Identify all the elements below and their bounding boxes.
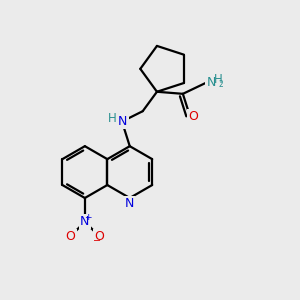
Text: N: N — [206, 76, 216, 89]
Text: +: + — [84, 213, 92, 222]
Text: 2: 2 — [219, 80, 224, 89]
Text: N: N — [80, 215, 90, 228]
Text: O: O — [94, 230, 104, 243]
Text: −: − — [93, 236, 101, 246]
Text: N: N — [118, 116, 128, 128]
Text: O: O — [188, 110, 198, 122]
Text: H: H — [214, 73, 222, 85]
Text: N: N — [125, 197, 134, 210]
Text: O: O — [66, 230, 76, 243]
Text: H: H — [108, 112, 117, 125]
